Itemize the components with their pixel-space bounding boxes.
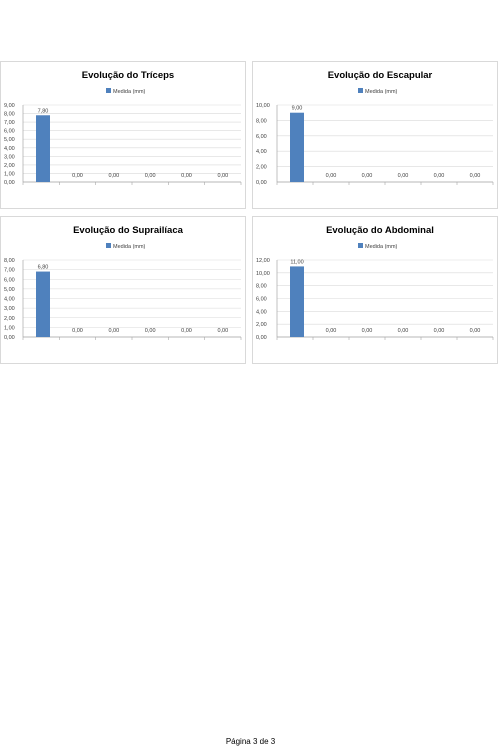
chart-title: Evolução do Suprailíaca (73, 225, 184, 236)
data-label: 0,00 (398, 173, 409, 179)
data-label: 0,00 (217, 328, 228, 334)
chart-title: Evolução do Escapular (328, 70, 433, 81)
y-tick-label: 5,00 (4, 287, 15, 293)
data-label: 0,00 (145, 328, 156, 334)
y-tick-label: 8,00 (256, 118, 267, 124)
y-tick-label: 8,00 (4, 112, 15, 118)
data-label: 0,00 (108, 173, 119, 179)
y-tick-label: 8,00 (4, 258, 15, 264)
bar (36, 115, 50, 182)
y-tick-label: 2,00 (4, 163, 15, 169)
y-tick-label: 0,00 (256, 335, 267, 341)
y-tick-label: 5,00 (4, 137, 15, 143)
data-label: 0,00 (72, 328, 83, 334)
y-tick-label: 7,00 (4, 268, 15, 274)
data-label: 7,80 (38, 108, 49, 114)
chart-title: Evolução do Abdominal (326, 225, 434, 236)
data-label: 0,00 (362, 328, 373, 334)
y-tick-label: 6,00 (4, 129, 15, 135)
y-tick-label: 3,00 (4, 154, 15, 160)
y-tick-label: 3,00 (4, 306, 15, 312)
legend-swatch (106, 88, 111, 93)
bar (290, 112, 304, 182)
y-tick-label: 2,00 (256, 322, 267, 328)
chart-svg: Evolução do Escapular Medida (mm) 0,00 2,00… (256, 70, 494, 186)
legend-swatch (358, 88, 363, 93)
legend-label: Medida (mm) (365, 89, 398, 95)
y-tick-label: 1,00 (4, 325, 15, 331)
chart-title: Evolução do Tríceps (82, 70, 174, 81)
y-tick-label: 4,00 (256, 309, 267, 315)
y-tick-label: 4,00 (4, 146, 15, 152)
data-label: 0,00 (362, 173, 373, 179)
bar (290, 266, 304, 337)
chart-svg: Evolução do Abdominal Medida (mm) 0,00 2,00… (256, 225, 494, 341)
y-tick-label: 0,00 (4, 335, 15, 341)
bar (36, 271, 50, 337)
y-tick-label: 4,00 (4, 297, 15, 303)
y-tick-label: 2,00 (4, 316, 15, 322)
y-tick-label: 1,00 (4, 171, 15, 177)
data-label: 0,00 (326, 173, 337, 179)
data-label: 0,00 (217, 173, 228, 179)
data-label: 0,00 (470, 328, 481, 334)
chart-svg: Evolução do Suprailíaca Medida (mm) 0,00 1,… (4, 225, 242, 341)
legend-label: Medida (mm) (113, 89, 146, 95)
y-tick-label: 6,00 (4, 277, 15, 283)
legend-label: Medida (mm) (113, 244, 146, 250)
data-label: 6,80 (38, 265, 49, 271)
legend-swatch (106, 243, 111, 248)
page-footer: Página 3 de 3 (225, 737, 276, 746)
data-label: 0,00 (181, 328, 192, 334)
legend-label: Medida (mm) (365, 244, 398, 250)
chart-abdominal: Evolução do Abdominal Medida (mm) 0,00 2,00… (252, 216, 498, 364)
data-label: 0,00 (398, 328, 409, 334)
data-label: 0,00 (145, 173, 156, 179)
chart-suprailiaca: Evolução do Suprailíaca Medida (mm) 0,00 1,… (0, 216, 246, 364)
legend-swatch (358, 243, 363, 248)
y-tick-label: 6,00 (256, 297, 267, 303)
y-tick-label: 0,00 (256, 180, 267, 186)
chart-triceps: Evolução do Tríceps Medida (mm) 0,00 1,00 2,… (0, 61, 246, 209)
chart-escapular: Evolução do Escapular Medida (mm) 0,00 2,00… (252, 61, 498, 209)
chart-svg: Evolução do Tríceps Medida (mm) 0,00 1,00 2,… (4, 70, 242, 186)
y-tick-label: 10,00 (256, 103, 270, 109)
y-tick-label: 9,00 (4, 103, 15, 109)
y-tick-label: 6,00 (256, 134, 267, 140)
data-label: 0,00 (326, 328, 337, 334)
data-label: 0,00 (72, 173, 83, 179)
y-tick-label: 7,00 (4, 120, 15, 126)
y-tick-label: 2,00 (256, 165, 267, 171)
y-tick-label: 4,00 (256, 149, 267, 155)
data-label: 0,00 (470, 173, 481, 179)
y-tick-label: 8,00 (256, 284, 267, 290)
y-tick-label: 12,00 (256, 258, 270, 264)
data-label: 11,00 (290, 259, 303, 265)
data-label: 0,00 (108, 328, 119, 334)
data-label: 0,00 (181, 173, 192, 179)
y-tick-label: 0,00 (4, 180, 15, 186)
y-tick-label: 10,00 (256, 271, 270, 277)
data-label: 9,00 (292, 106, 303, 112)
data-label: 0,00 (434, 173, 445, 179)
data-label: 0,00 (434, 328, 445, 334)
